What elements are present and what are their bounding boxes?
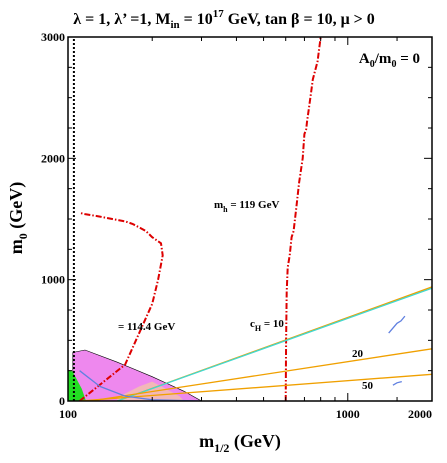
series-cH-10-cyan bbox=[117, 287, 432, 401]
annotation-higgs-119: mh = 119 GeV bbox=[214, 199, 279, 214]
y-axis-label: m0 (GeV) bbox=[6, 182, 30, 254]
x-tick-label: 1000 bbox=[336, 407, 360, 421]
annotation-ch-50: 50 bbox=[362, 380, 374, 392]
chart-title: λ = 1, λ’ =1, Min = 1017 GeV, tan β = 10… bbox=[73, 8, 375, 31]
corner-label: A0/m0 = 0 bbox=[359, 51, 420, 70]
x-tick-label: 2000 bbox=[408, 407, 432, 421]
y-tick-label: 3000 bbox=[41, 30, 65, 44]
series-wmap-strip-2 bbox=[392, 380, 402, 386]
annotation-ch-10: cH = 10 bbox=[250, 318, 284, 333]
axis-ticks: 100 1000 2000 0 1000 2000 3000 bbox=[41, 30, 433, 421]
x-axis-label: m1/2 (GeV) bbox=[199, 431, 281, 455]
region-green bbox=[68, 369, 86, 401]
annotation-ch-20: 20 bbox=[352, 348, 364, 360]
series-higgs-119 bbox=[284, 37, 322, 401]
annotation-higgs-114: = 114.4 GeV bbox=[118, 321, 175, 333]
y-tick-label: 2000 bbox=[41, 151, 65, 165]
series-cH-20 bbox=[90, 348, 432, 401]
y-tick-label: 1000 bbox=[41, 273, 65, 287]
series-wmap-strip-1 bbox=[388, 315, 406, 334]
plot-frame bbox=[67, 36, 433, 402]
plot-area bbox=[68, 37, 432, 401]
series-cH-50 bbox=[79, 373, 432, 401]
series-higgs-114 bbox=[78, 211, 164, 401]
series-wmap-low bbox=[79, 370, 202, 401]
y-tick-label: 0 bbox=[59, 394, 65, 408]
x-tick-label: 100 bbox=[59, 407, 77, 421]
